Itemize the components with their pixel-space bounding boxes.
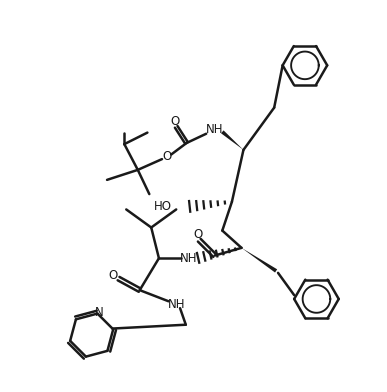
Text: O: O bbox=[109, 269, 118, 282]
Text: O: O bbox=[162, 150, 171, 163]
Polygon shape bbox=[241, 248, 277, 272]
Text: HO: HO bbox=[154, 200, 172, 213]
Text: NH: NH bbox=[168, 298, 185, 311]
Text: N: N bbox=[95, 305, 104, 319]
Text: NH: NH bbox=[180, 252, 198, 265]
Text: O: O bbox=[170, 114, 179, 127]
Text: O: O bbox=[193, 227, 202, 241]
Text: NH: NH bbox=[206, 123, 223, 136]
Polygon shape bbox=[221, 131, 243, 150]
